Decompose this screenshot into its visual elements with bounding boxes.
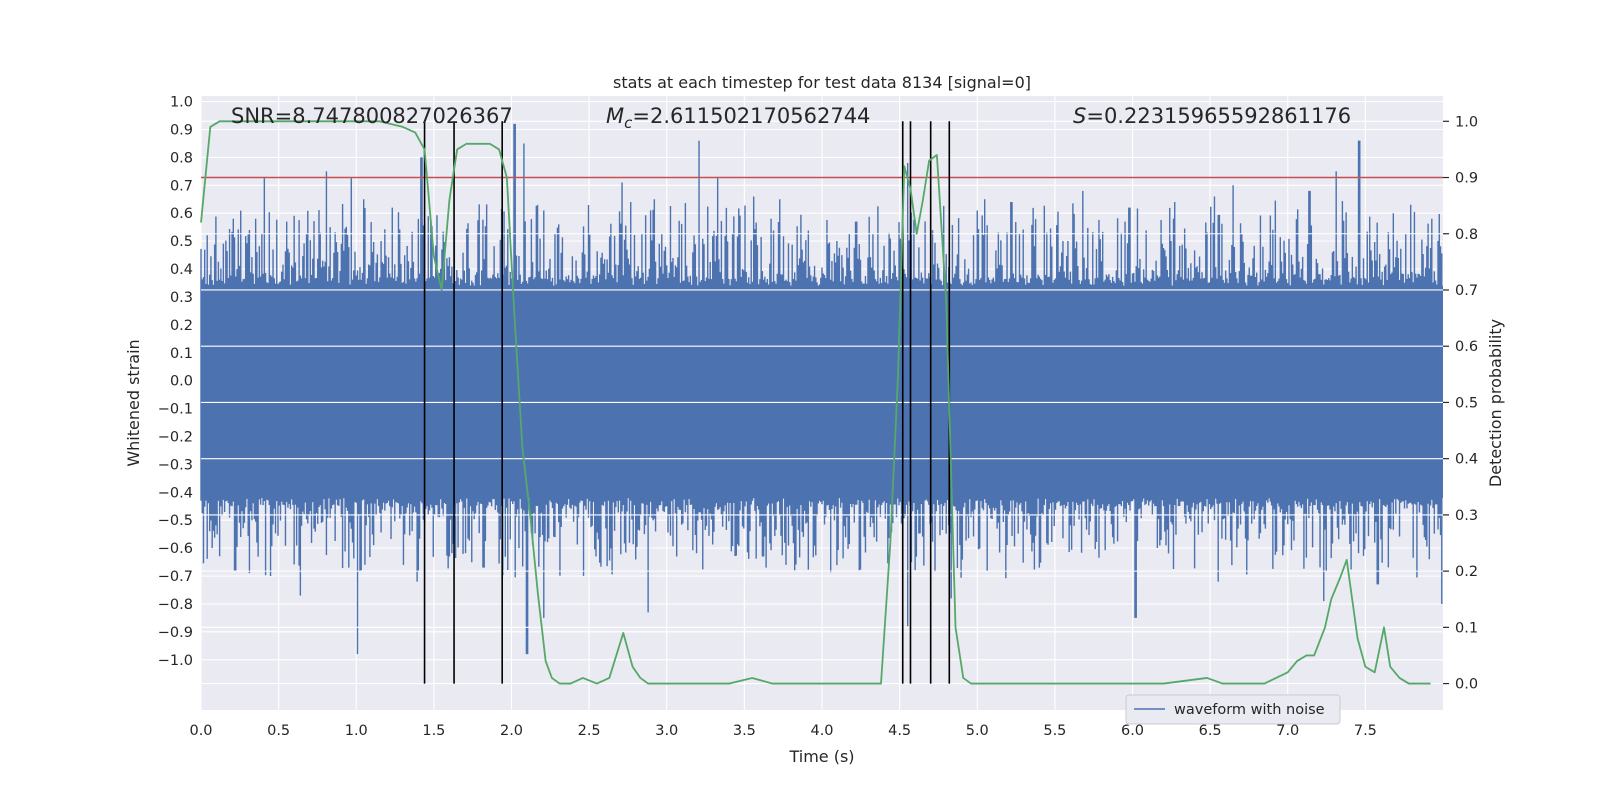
x-tick-label: 0.5 <box>267 723 290 739</box>
chart-title: stats at each timestep for test data 813… <box>613 73 1031 92</box>
x-tick-label: 7.0 <box>1276 723 1299 739</box>
statistic-annotation: S=0.22315965592861176 <box>1073 104 1351 128</box>
waveform-series <box>200 123 1443 655</box>
y-axis-label: Whitened strain <box>124 339 143 466</box>
y-tick-label: 0.4 <box>170 262 193 278</box>
y-tick-label: 1.0 <box>170 95 193 111</box>
tick-labels: 1.0 0.9 0.8 0.7 0.6 0.5 0.4 0.3 0.2 0.1 0.0 −0.1 −0.… <box>158 95 1478 739</box>
y-tick-label: 0.0 <box>170 374 193 390</box>
x-tick-label: 3.5 <box>733 723 756 739</box>
x-tick-label: 6.0 <box>1121 723 1144 739</box>
y2-tick-label: 0.6 <box>1455 339 1478 355</box>
y2-tick-label: 1.0 <box>1455 114 1478 130</box>
x-tick-label: 1.5 <box>422 723 445 739</box>
y-tick-label: −0.6 <box>158 541 193 557</box>
statistic-symbol: S <box>1073 104 1086 128</box>
y-tick-label: 0.9 <box>170 122 193 138</box>
chirp-mass-value: =2.611502170562744 <box>632 104 870 128</box>
chirp-mass-subscript: c <box>624 114 633 132</box>
chirp-mass-symbol: M <box>606 104 624 128</box>
y-tick-label: −0.8 <box>158 597 193 613</box>
y-tick-label: 0.2 <box>170 318 193 334</box>
snr-annotation: SNR=8.747800827026367 <box>231 104 513 128</box>
y-tick-label: −0.7 <box>158 569 193 585</box>
y-tick-label: 0.8 <box>170 150 193 166</box>
y-tick-label: −0.1 <box>158 402 193 418</box>
probability-series <box>200 120 1431 685</box>
y-tick-label: −0.4 <box>158 485 193 501</box>
y-tick-label: −0.9 <box>158 625 193 641</box>
statistic-value: =0.22315965592861176 <box>1086 104 1351 128</box>
x-axis-label: Time (s) <box>788 747 854 766</box>
chirp-mass-annotation: Mc=2.611502170562744 <box>606 104 870 132</box>
y-tick-label: 0.3 <box>170 290 193 306</box>
legend-label: waveform with noise <box>1174 702 1325 718</box>
y-tick-label: 0.5 <box>170 234 193 250</box>
y2-tick-label: 0.1 <box>1455 620 1478 636</box>
x-tick-label: 2.5 <box>578 723 601 739</box>
x-tick-label: 4.5 <box>888 723 911 739</box>
x-tick-label: 2.0 <box>500 723 523 739</box>
legend: waveform with noise <box>1125 694 1341 725</box>
x-tick-label: 3.0 <box>655 723 678 739</box>
legend-box <box>1125 694 1341 725</box>
waveform-core-band <box>201 285 1443 498</box>
y2-tick-label: 0.8 <box>1455 227 1478 243</box>
y2-tick-label: 0.7 <box>1455 283 1478 299</box>
y-tick-label: −0.2 <box>158 429 193 445</box>
y2-tick-label: 0.4 <box>1455 452 1478 468</box>
x-tick-label: 1.0 <box>345 723 368 739</box>
y-tick-label: −1.0 <box>158 653 193 669</box>
y2-tick-label: 0.2 <box>1455 564 1478 580</box>
y2-tick-label: 0.0 <box>1455 677 1478 693</box>
x-tick-label: 7.5 <box>1354 723 1377 739</box>
y-tick-label: 0.6 <box>170 206 193 222</box>
x-tick-label: 4.0 <box>810 723 833 739</box>
y-tick-label: −0.5 <box>158 513 193 529</box>
x-tick-label: 0.0 <box>189 723 212 739</box>
y-tick-label: 0.7 <box>170 178 193 194</box>
y2-tick-label: 0.3 <box>1455 508 1478 524</box>
y-tick-label: 0.1 <box>170 346 193 362</box>
y-tick-label: −0.3 <box>158 457 193 473</box>
y2-tick-label: 0.5 <box>1455 395 1478 411</box>
x-tick-label: 5.0 <box>966 723 989 739</box>
detection-probability-line <box>200 120 1431 685</box>
y2-axis-label: Detection probability <box>1486 319 1505 487</box>
x-tick-label: 6.5 <box>1199 723 1222 739</box>
x-tick-label: 5.5 <box>1043 723 1066 739</box>
y2-tick-label: 0.9 <box>1455 171 1478 187</box>
